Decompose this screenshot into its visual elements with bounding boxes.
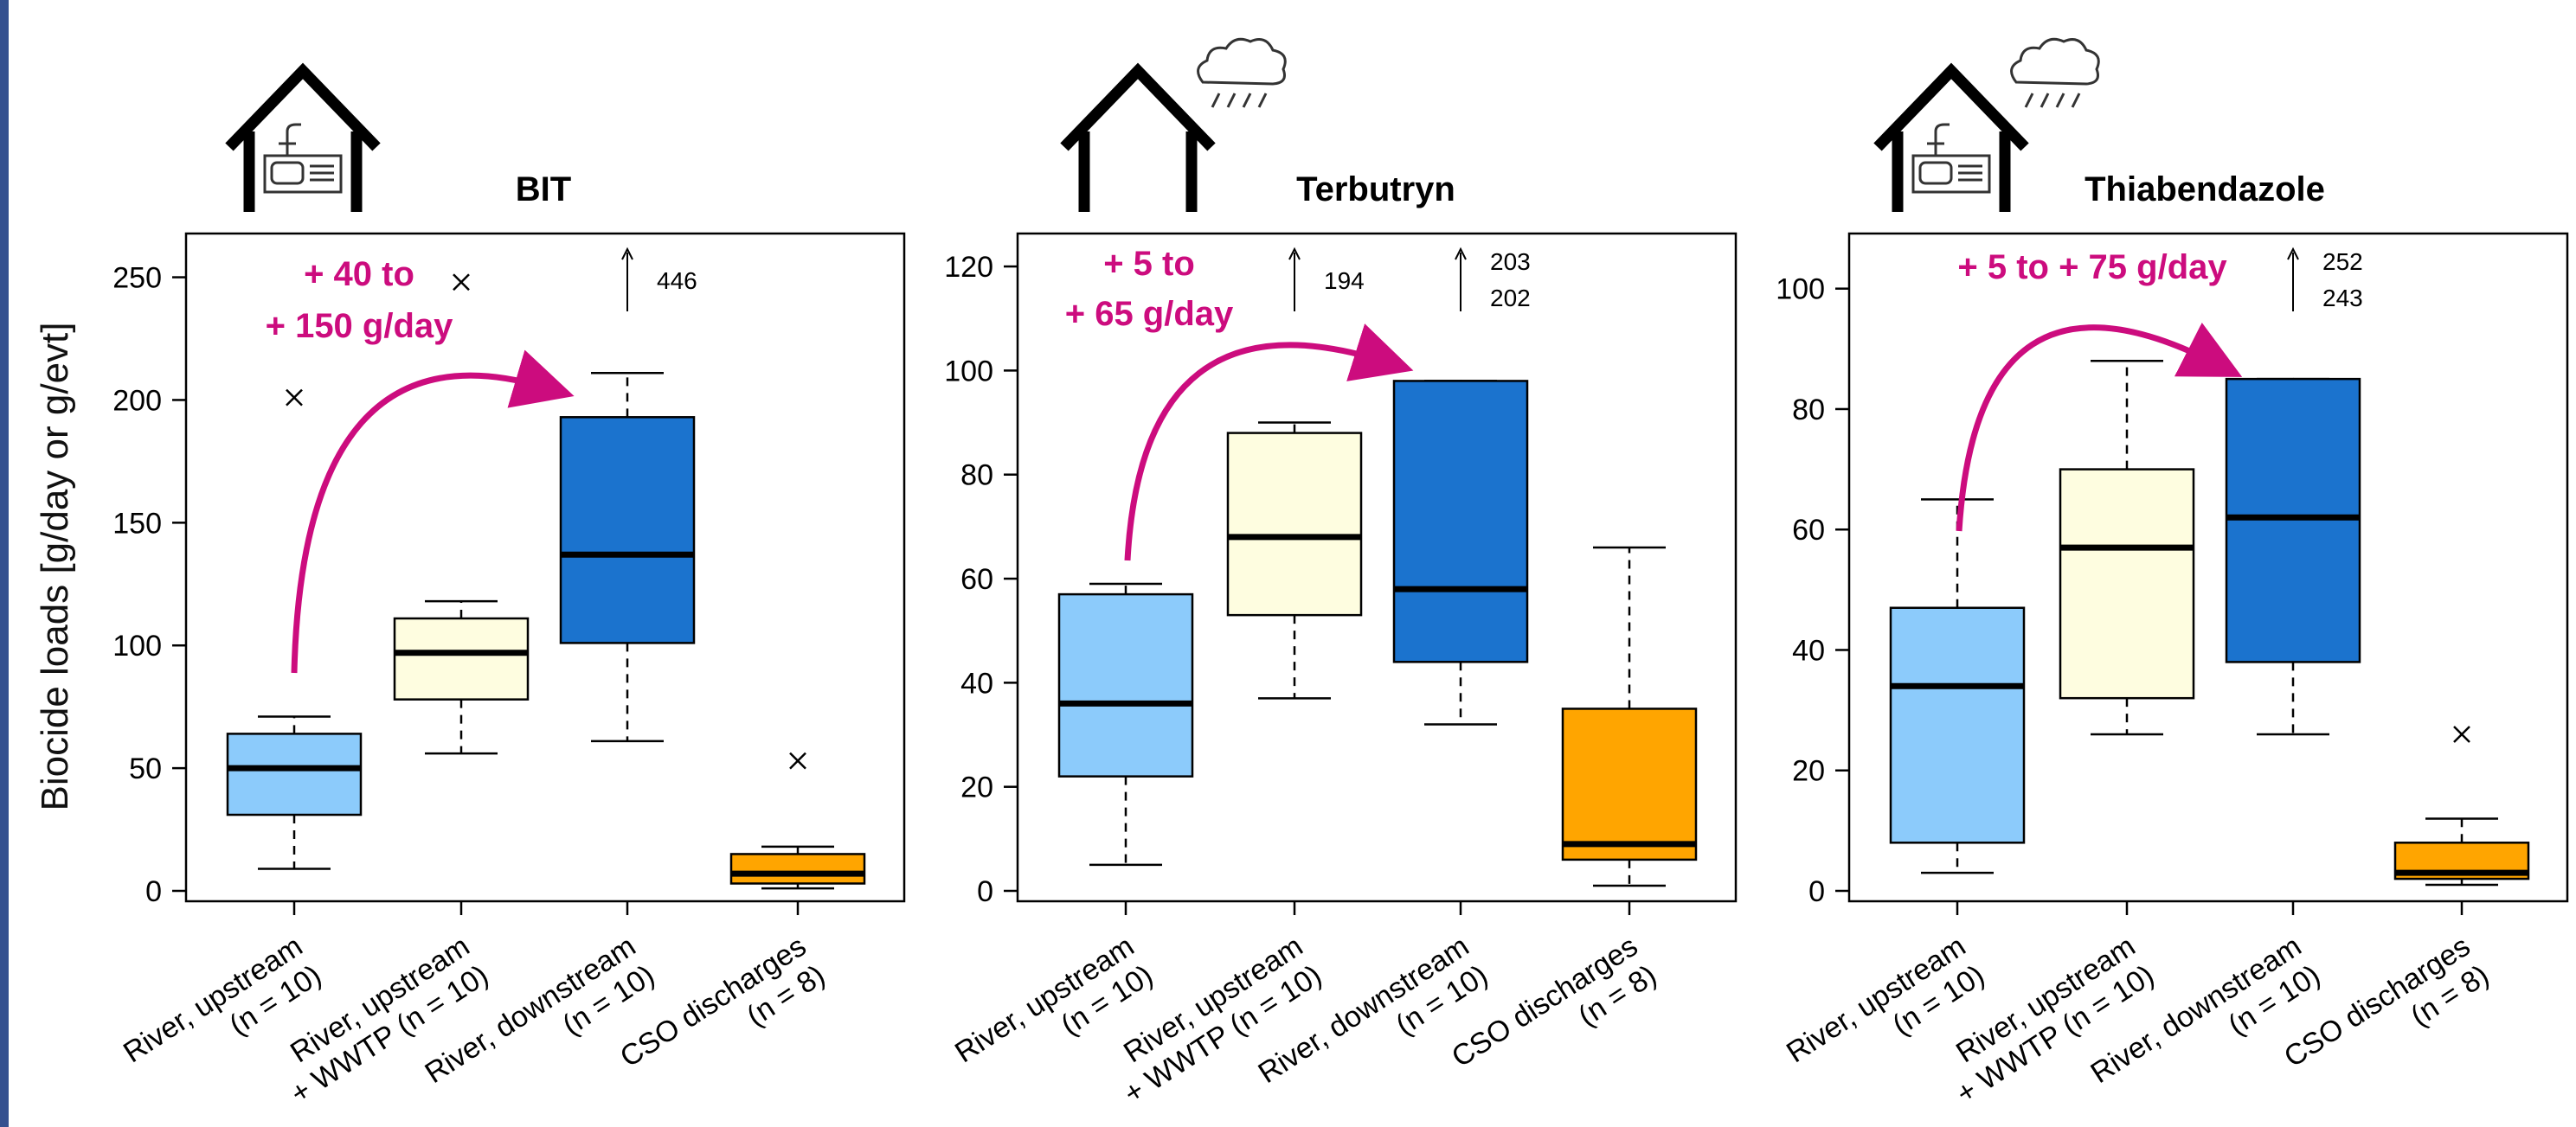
y-tick-label: 50 — [129, 752, 162, 785]
y-tick-label: 40 — [960, 667, 993, 700]
box-0 — [226, 733, 363, 816]
outlier-marker — [789, 752, 806, 770]
offscale-value-label: 194 — [1324, 267, 1365, 294]
y-axis-label: Biocide loads [g/day or g/evt] — [34, 323, 76, 811]
offscale-value-label: 202 — [1490, 285, 1531, 311]
panel-icon-house-sink-icon — [225, 62, 381, 212]
sink-icon — [263, 123, 343, 194]
y-tick-label: 100 — [1776, 273, 1825, 306]
box-3 — [729, 853, 866, 885]
accent-bar — [0, 0, 9, 1127]
y-tick-label: 40 — [1792, 634, 1825, 667]
box-1 — [2059, 468, 2195, 700]
y-tick-label: 20 — [1792, 755, 1825, 788]
offscale-value-label: 203 — [1490, 248, 1531, 275]
box-0 — [1057, 592, 1194, 778]
panel-icon-house-rain-cloud-icon — [1060, 37, 1287, 212]
house-icon — [1060, 62, 1216, 212]
offscale-arrowhead — [621, 247, 633, 260]
outlier-marker — [453, 273, 470, 291]
x-tick-label: CSO discharges(n = 8) — [1446, 930, 1662, 1074]
panel-title: Thiabendazole — [2085, 170, 2325, 208]
offscale-value-label: 243 — [2322, 285, 2363, 311]
x-tick-label: CSO discharges(n = 8) — [2278, 930, 2495, 1074]
y-tick-label: 150 — [112, 507, 162, 540]
y-tick-label: 0 — [145, 875, 162, 908]
offscale-arrowhead — [2287, 247, 2299, 260]
box-0 — [1889, 606, 2026, 844]
y-tick-label: 0 — [977, 875, 993, 908]
panel-title: BIT — [516, 170, 571, 208]
increase-arrow — [1124, 323, 1414, 561]
x-tick-label: CSO discharges(n = 8) — [614, 930, 831, 1074]
plot-frame — [1847, 232, 2569, 903]
box-3 — [1561, 708, 1698, 861]
panel-icon-house-sink-rain-cloud-icon — [1873, 37, 2100, 212]
x-tick-label: River, upstream(n = 10) — [1781, 930, 1990, 1070]
increase-annotation: + 150 g/day — [266, 307, 454, 345]
y-tick-label: 100 — [944, 355, 993, 387]
plot-frame — [184, 232, 906, 903]
y-tick-label: 60 — [960, 563, 993, 596]
box-2 — [559, 416, 696, 644]
y-tick-label: 20 — [960, 772, 993, 804]
rain-cloud-icon — [1197, 37, 1287, 108]
increase-annotation: + 65 g/day — [1065, 295, 1234, 333]
house-icon — [1873, 62, 2029, 212]
plot-frame — [1016, 232, 1738, 903]
increase-arrow — [291, 349, 575, 674]
offscale-arrowhead — [1455, 247, 1467, 260]
box-1 — [1226, 432, 1363, 617]
rain-cloud-icon — [2010, 37, 2100, 108]
y-tick-label: 80 — [960, 459, 993, 492]
y-tick-label: 60 — [1792, 514, 1825, 547]
house-icon — [225, 62, 381, 212]
y-tick-label: 100 — [112, 630, 162, 663]
y-tick-label: 250 — [112, 262, 162, 295]
y-tick-label: 80 — [1792, 394, 1825, 426]
y-tick-label: 120 — [944, 251, 993, 284]
box-1 — [393, 617, 530, 701]
x-tick-label: River, upstream(n = 10) — [118, 930, 327, 1070]
x-tick-label: River, upstream(n = 10) — [949, 930, 1159, 1070]
offscale-arrowhead — [1288, 247, 1301, 260]
y-tick-label: 200 — [112, 384, 162, 417]
offscale-value-label: 446 — [657, 267, 697, 294]
y-tick-label: 0 — [1808, 875, 1825, 908]
box-2 — [1392, 380, 1529, 663]
increase-annotation: + 5 to — [1103, 245, 1195, 283]
sink-icon — [1911, 123, 1991, 194]
offscale-value-label: 252 — [2322, 248, 2363, 275]
outlier-marker — [2453, 726, 2470, 743]
increase-arrow — [1956, 322, 2243, 532]
increase-annotation: + 40 to — [304, 255, 414, 293]
increase-annotation: + 5 to + 75 g/day — [1957, 248, 2227, 286]
outlier-marker — [286, 388, 303, 407]
panel-title: Terbutryn — [1296, 170, 1455, 208]
